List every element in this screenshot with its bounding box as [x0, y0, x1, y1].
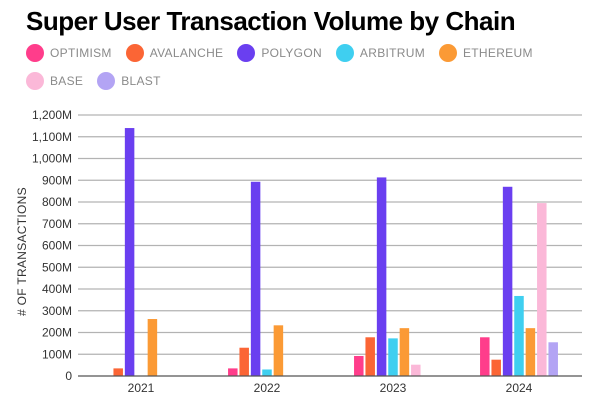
bar-polygon-2024	[502, 186, 513, 376]
bar-base-2024	[537, 203, 547, 376]
legend-label-optimism: OPTIMISM	[50, 46, 112, 60]
x-tick-label: 2024	[506, 381, 533, 395]
bar-optimism-2023	[354, 355, 364, 376]
y-tick-label: 300M	[42, 304, 72, 318]
legend-swatch-avalanche	[125, 44, 144, 62]
bar-avalanche-2024	[491, 359, 501, 376]
bar-polygon-2021	[124, 128, 135, 376]
legend-swatch-blast	[97, 72, 116, 90]
y-tick-label: 900M	[42, 173, 72, 187]
y-tick-label: 1,200M	[32, 108, 72, 122]
legend-label-base: BASE	[50, 74, 84, 88]
chart-title: Super User Transaction Volume by Chain	[26, 6, 516, 36]
legend-swatch-polygon	[237, 44, 256, 62]
y-tick-label: 500M	[42, 260, 72, 274]
gridlines	[78, 114, 582, 355]
y-tick-label: 1,000M	[32, 152, 72, 166]
legend-label-polygon: POLYGON	[261, 46, 322, 60]
y-axis-ticks: 0 100M 200M 300M 400M 500M 600M 700M 800M 900M 1,0…	[32, 108, 72, 383]
y-tick-label: 700M	[42, 217, 72, 231]
bars	[113, 128, 558, 376]
bar-ethereum-2022	[273, 325, 284, 376]
x-tick-label: 2021	[128, 381, 155, 395]
legend-label-avalanche: AVALANCHE	[149, 46, 224, 60]
x-axis-ticks: 2021 2022 2023 2024	[128, 381, 533, 395]
legend-label-ethereum: ETHEREUM	[463, 46, 533, 60]
bar-blast-2024	[548, 342, 558, 376]
bar-arbitrum-2023	[388, 338, 398, 376]
bar-optimism-2024	[480, 337, 490, 376]
bar-arbitrum-2022	[262, 369, 272, 376]
bar-base-2023	[411, 364, 421, 376]
y-tick-label: 200M	[42, 326, 72, 340]
bar-avalanche-2022	[239, 347, 249, 376]
y-tick-label: 100M	[42, 347, 72, 361]
bar-polygon-2022	[250, 181, 261, 376]
bar-avalanche-2021	[113, 368, 123, 376]
legend-label-arbitrum: ARBITRUM	[359, 46, 425, 60]
bar-polygon-2023	[376, 177, 387, 376]
legend-swatch-optimism	[26, 44, 44, 62]
bar-ethereum-2021	[147, 319, 158, 376]
bar-arbitrum-2024	[514, 295, 524, 376]
legend-item-polygon: POLYGON	[237, 44, 322, 62]
legend-item-base: BASE	[26, 72, 83, 90]
y-tick-label: 800M	[42, 195, 72, 209]
bar-optimism-2022	[228, 368, 238, 376]
legend-swatch-ethereum	[439, 44, 457, 62]
bar-ethereum-2024	[525, 328, 536, 376]
legend-item-arbitrum: ARBITRUM	[335, 44, 425, 62]
y-tick-label: 400M	[42, 282, 72, 296]
legend-label-blast: BLAST	[121, 74, 161, 88]
y-tick-label: 0	[65, 369, 72, 383]
x-tick-label: 2023	[380, 381, 407, 395]
bar-avalanche-2023	[365, 337, 375, 376]
legend-swatch-arbitrum	[335, 44, 354, 62]
chart-legend: OPTIMISM AVALANCHE POLYGON ARBITRUM ETHEREUM…	[26, 44, 586, 90]
y-axis-title: # OF TRANSACTIONS	[15, 187, 29, 316]
y-tick-label: 1,100M	[32, 130, 72, 144]
legend-item-blast: BLAST	[97, 72, 161, 90]
y-tick-label: 600M	[42, 239, 72, 253]
x-tick-label: 2022	[254, 381, 281, 395]
legend-swatch-base	[26, 72, 44, 90]
legend-item-ethereum: ETHEREUM	[439, 44, 533, 62]
legend-item-avalanche: AVALANCHE	[125, 44, 224, 62]
legend-item-optimism: OPTIMISM	[26, 44, 112, 62]
bar-ethereum-2023	[399, 328, 410, 376]
